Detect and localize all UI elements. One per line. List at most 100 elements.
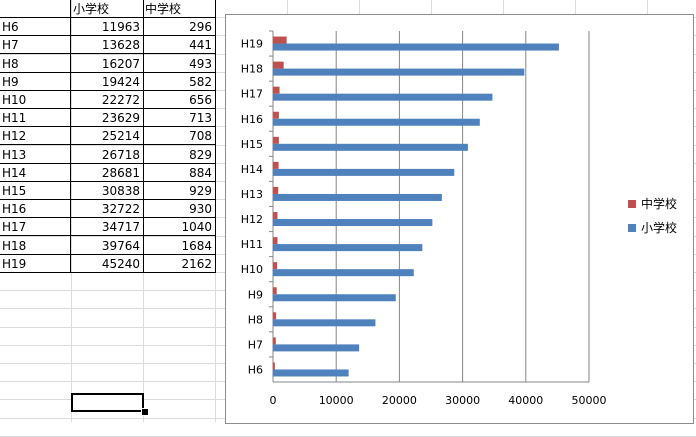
bar-junior-high [273, 111, 279, 119]
row-label-cell[interactable]: H15 [2, 184, 27, 198]
row-label-cell[interactable]: H14 [2, 166, 27, 180]
x-tick-label: 40000 [508, 394, 543, 407]
row-label-cell[interactable]: H7 [2, 38, 19, 52]
bar-junior-high [273, 237, 278, 245]
cell-border [0, 199, 71, 218]
value-cell[interactable]: 23629 [101, 111, 140, 125]
value-cell[interactable]: 656 [189, 93, 212, 107]
y-tick-label: H14 [241, 163, 263, 176]
value-cell[interactable]: 34717 [101, 220, 140, 234]
value-cell[interactable]: 930 [189, 202, 212, 216]
row-label-cell[interactable]: H17 [2, 220, 27, 234]
column-header-cell[interactable]: 中学校 [145, 2, 182, 16]
cell-border [0, 163, 71, 182]
cell-border [71, 236, 144, 255]
cell-border [0, 17, 71, 36]
x-tick-label: 0 [270, 394, 277, 407]
value-cell[interactable]: 30838 [101, 184, 140, 198]
value-cell[interactable]: 16207 [101, 57, 140, 71]
cell-border [143, 54, 216, 73]
bar-junior-high [273, 36, 287, 44]
value-cell[interactable]: 32722 [101, 202, 140, 216]
y-tick-label: H12 [241, 213, 263, 226]
cell-border [0, 54, 71, 73]
value-cell[interactable]: 39764 [101, 239, 140, 253]
cell-border [143, 72, 216, 91]
cell-border [71, 163, 144, 182]
bar-junior-high [273, 262, 278, 270]
value-cell[interactable]: 829 [189, 148, 212, 162]
value-cell[interactable]: 929 [189, 184, 212, 198]
bar-junior-high [273, 362, 275, 370]
bar-junior-high [273, 312, 277, 320]
chart-canvas: 0 10000 20000 30000 40000 50000 H6 H7 H8 H9 H10 H11… [241, 30, 677, 407]
grid-column-line [71, 0, 72, 422]
y-tick-label: H9 [248, 288, 263, 301]
cell-border [0, 108, 71, 127]
x-tick-label: 30000 [445, 394, 480, 407]
cell-border [143, 90, 216, 109]
bar-elementary [273, 269, 414, 277]
y-tick-label: H19 [241, 38, 263, 51]
value-cell[interactable]: 25214 [101, 129, 140, 143]
value-cell[interactable]: 13628 [101, 38, 140, 52]
row-label-cell[interactable]: H8 [2, 57, 19, 71]
value-cell[interactable]: 28681 [101, 166, 140, 180]
value-cell[interactable]: 713 [189, 111, 212, 125]
value-cell[interactable]: 884 [189, 166, 212, 180]
bar-elementary [273, 319, 376, 327]
value-cell[interactable]: 493 [189, 57, 212, 71]
cell-border [143, 35, 216, 54]
row-label-cell[interactable]: H12 [2, 129, 27, 143]
row-label-cell[interactable]: H16 [2, 202, 27, 216]
cell-border [143, 199, 216, 218]
row-label-cell[interactable]: H10 [2, 93, 27, 107]
row-label-cell[interactable]: H13 [2, 148, 27, 162]
row-label-cell[interactable]: H18 [2, 239, 27, 253]
y-tick-label: H18 [241, 63, 263, 76]
legend-label: 小学校 [641, 220, 677, 235]
value-cell[interactable]: 2162 [181, 257, 212, 271]
value-cell[interactable]: 296 [189, 20, 212, 34]
column-header-cell[interactable]: 小学校 [73, 2, 110, 16]
value-cell[interactable]: 26718 [101, 148, 140, 162]
cell-border [71, 0, 144, 18]
cell-border [0, 145, 71, 164]
cell-border [71, 54, 144, 73]
y-tick-label: H7 [248, 338, 263, 351]
value-cell[interactable]: 441 [189, 38, 212, 52]
value-cell[interactable]: 22272 [101, 93, 140, 107]
bar-elementary [273, 93, 493, 101]
column-header-cell[interactable] [2, 0, 68, 18]
row-label-cell[interactable]: H11 [2, 111, 27, 125]
value-cell[interactable]: 19424 [101, 75, 140, 89]
value-cell[interactable]: 582 [189, 75, 212, 89]
cell-border [71, 126, 144, 145]
x-tick-label: 10000 [319, 394, 354, 407]
cell-border [71, 145, 144, 164]
x-tick-label: 20000 [382, 394, 417, 407]
cell-border [143, 126, 216, 145]
selected-cell[interactable] [71, 393, 144, 412]
fill-handle[interactable] [141, 408, 149, 416]
row-label-cell[interactable]: H6 [2, 20, 19, 34]
value-cell[interactable]: 45240 [101, 257, 140, 271]
cell-border [71, 72, 144, 91]
cell-border [71, 254, 144, 273]
value-cell[interactable]: 11963 [101, 20, 140, 34]
cell-border [71, 90, 144, 109]
bar-chart[interactable]: 0 10000 20000 30000 40000 50000 H6 H7 H8 H9 H10 H11… [225, 14, 694, 424]
bar-elementary [273, 43, 559, 51]
bar-elementary [273, 369, 349, 377]
cell-border [71, 181, 144, 200]
bar-elementary [273, 68, 525, 76]
cell-border [0, 254, 71, 273]
value-cell[interactable]: 708 [189, 129, 212, 143]
row-label-cell[interactable]: H19 [2, 257, 27, 271]
value-cell[interactable]: 1684 [181, 239, 212, 253]
value-cell[interactable]: 1040 [181, 220, 212, 234]
row-label-cell[interactable]: H9 [2, 75, 19, 89]
bar-elementary [273, 219, 433, 227]
cell-border [0, 236, 71, 255]
cell-border [143, 0, 216, 18]
